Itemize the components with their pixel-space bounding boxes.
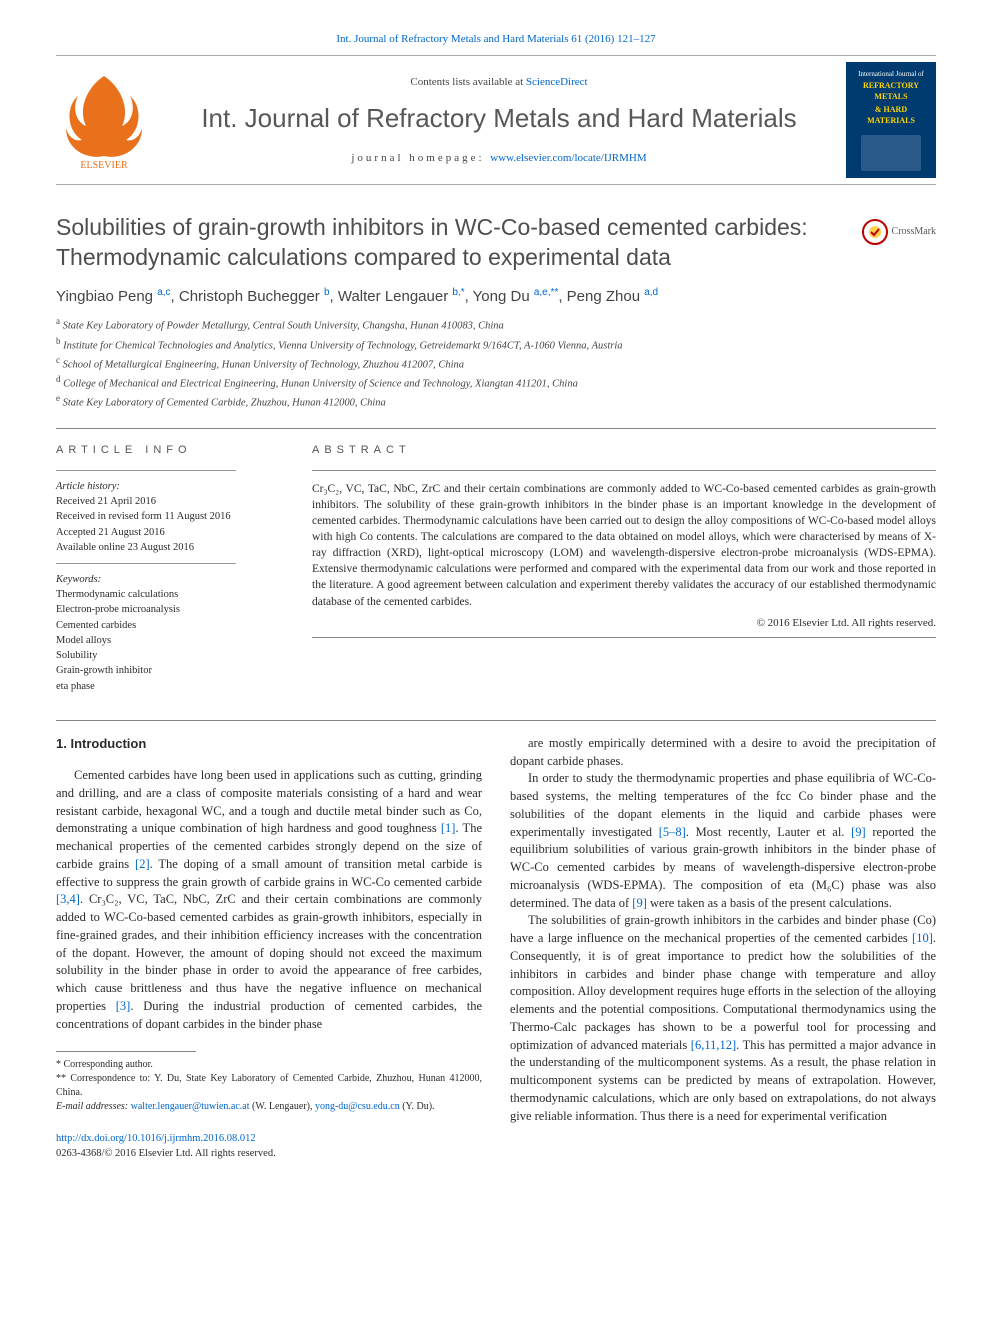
article-history-lines: Received 21 April 2016 Received in revise… <box>56 496 231 553</box>
info-rule <box>56 563 236 564</box>
email-attribution: (Y. Du). <box>402 1101 434 1112</box>
journal-cover-thumbnail: International Journal of REFRACTORY META… <box>846 62 936 178</box>
affiliation-line: c School of Metallurgical Engineering, H… <box>56 354 936 373</box>
header-center: Contents lists available at ScienceDirec… <box>152 75 846 166</box>
footnote-corresponding-2: ** Correspondence to: Y. Du, State Key L… <box>56 1072 482 1100</box>
affiliation-line: e State Key Laboratory of Cemented Carbi… <box>56 392 936 411</box>
email-link[interactable]: walter.lengauer@tuwien.ac.at <box>131 1101 250 1112</box>
cover-line-1: International Journal of <box>858 70 924 80</box>
abstract-column: ABSTRACT Cr₃C₂, VC, TaC, NbC, ZrC and th… <box>312 443 936 694</box>
keyword-item: Electron-probe microanalysis <box>56 604 180 615</box>
citation-link[interactable]: [2] <box>135 857 150 871</box>
article-info-column: ARTICLE INFO Article history: Received 2… <box>56 443 276 694</box>
body-paragraph: In order to study the thermodynamic prop… <box>510 770 936 912</box>
running-header: Int. Journal of Refractory Metals and Ha… <box>56 32 936 47</box>
body-paragraph: Cemented carbides have long been used in… <box>56 767 482 1033</box>
keyword-item: Thermodynamic calculations <box>56 589 178 600</box>
affiliation-line: a State Key Laboratory of Powder Metallu… <box>56 315 936 334</box>
citation-link[interactable]: [10] <box>912 931 933 945</box>
homepage-label: journal homepage: <box>351 152 490 164</box>
history-line: Accepted 21 August 2016 <box>56 527 165 538</box>
cover-line-3: & HARD MATERIALS <box>852 104 930 126</box>
affiliation-line: d College of Mechanical and Electrical E… <box>56 373 936 392</box>
journal-name: Int. Journal of Refractory Metals and Ha… <box>168 100 830 136</box>
right-paragraphs: are mostly empirically determined with a… <box>510 735 936 1126</box>
keyword-item: Solubility <box>56 650 97 661</box>
affiliation-line: b Institute for Chemical Technologies an… <box>56 335 936 354</box>
abstract-text: Cr₃C₂, VC, TaC, NbC, ZrC and their certa… <box>312 481 936 610</box>
title-block: Solubilities of grain-growth inhibitors … <box>56 213 936 272</box>
body-paragraph: The solubilities of grain-growth inhibit… <box>510 912 936 1125</box>
article-history-label: Article history: <box>56 481 120 492</box>
history-line: Received 21 April 2016 <box>56 496 156 507</box>
history-line: Available online 23 August 2016 <box>56 542 194 553</box>
citation-link[interactable]: [9] <box>851 825 866 839</box>
keyword-item: Cemented carbides <box>56 620 136 631</box>
article-title: Solubilities of grain-growth inhibitors … <box>56 213 836 272</box>
horizontal-rule <box>56 720 936 721</box>
horizontal-rule <box>56 428 936 429</box>
footnote-rule <box>56 1051 196 1052</box>
history-line: Received in revised form 11 August 2016 <box>56 511 231 522</box>
emails-label: E-mail addresses: <box>56 1101 131 1112</box>
article-info-heading: ARTICLE INFO <box>56 443 276 458</box>
info-and-abstract-row: ARTICLE INFO Article history: Received 2… <box>56 443 936 694</box>
authors-line: Yingbiao Peng a,c, Christoph Buchegger b… <box>56 286 936 307</box>
left-paragraphs: Cemented carbides have long been used in… <box>56 767 482 1033</box>
cover-image-stub <box>861 135 921 171</box>
email-link[interactable]: yong-du@csu.edu.cn <box>315 1101 400 1112</box>
abstract-rule <box>312 470 936 471</box>
doi-link[interactable]: http://dx.doi.org/10.1016/j.ijrmhm.2016.… <box>56 1133 256 1144</box>
info-rule <box>56 470 236 471</box>
elsevier-tree-icon: ELSEVIER <box>56 68 152 172</box>
journal-homepage-line: journal homepage: www.elsevier.com/locat… <box>168 151 830 166</box>
journal-homepage-link[interactable]: www.elsevier.com/locate/IJRMHM <box>490 152 646 164</box>
abstract-heading: ABSTRACT <box>312 443 936 458</box>
keyword-item: eta phase <box>56 681 95 692</box>
footnote-corresponding-1: * Corresponding author. <box>56 1058 482 1072</box>
issn-copyright-line: 0263-4368/© 2016 Elsevier Ltd. All right… <box>56 1148 276 1159</box>
svg-text:ELSEVIER: ELSEVIER <box>80 160 128 171</box>
body-two-column: 1. Introduction Cemented carbides have l… <box>56 735 936 1163</box>
journal-header-bar: ELSEVIER Contents lists available at Sci… <box>56 55 936 185</box>
contents-available-line: Contents lists available at ScienceDirec… <box>168 75 830 90</box>
body-paragraph: are mostly empirically determined with a… <box>510 735 936 771</box>
crossmark-badge[interactable]: CrossMark <box>862 219 936 245</box>
email-attribution: (W. Lengauer) <box>252 1101 310 1112</box>
citation-link[interactable]: [3,4] <box>56 892 80 906</box>
sciencedirect-link[interactable]: ScienceDirect <box>526 76 588 88</box>
doi-block: http://dx.doi.org/10.1016/j.ijrmhm.2016.… <box>56 1132 482 1162</box>
running-header-link[interactable]: Int. Journal of Refractory Metals and Ha… <box>336 33 655 45</box>
crossmark-icon <box>862 219 888 245</box>
cover-line-2: REFRACTORY METALS <box>852 80 930 102</box>
citation-link[interactable]: [5–8] <box>659 825 686 839</box>
section-heading-intro: 1. Introduction <box>56 735 482 753</box>
keywords-label: Keywords: <box>56 574 101 585</box>
footnotes-block: * Corresponding author. ** Correspondenc… <box>56 1058 482 1114</box>
abstract-copyright: © 2016 Elsevier Ltd. All rights reserved… <box>312 616 936 631</box>
page-root: Int. Journal of Refractory Metals and Ha… <box>0 0 992 1202</box>
contents-prefix: Contents lists available at <box>410 76 525 88</box>
citation-link[interactable]: [1] <box>441 821 456 835</box>
body-right-column: are mostly empirically determined with a… <box>510 735 936 1163</box>
crossmark-label: CrossMark <box>892 225 936 239</box>
citation-link[interactable]: [3] <box>116 999 131 1013</box>
elsevier-logo: ELSEVIER <box>56 68 152 172</box>
affiliations-block: a State Key Laboratory of Powder Metallu… <box>56 315 936 411</box>
keyword-item: Model alloys <box>56 635 111 646</box>
abstract-bottom-rule <box>312 637 936 638</box>
keywords-list: Thermodynamic calculations Electron-probe… <box>56 589 180 691</box>
footnote-emails: E-mail addresses: walter.lengauer@tuwien… <box>56 1100 482 1114</box>
citation-link[interactable]: [9] <box>632 896 647 910</box>
citation-link[interactable]: [6,11,12] <box>691 1038 736 1052</box>
body-left-column: 1. Introduction Cemented carbides have l… <box>56 735 482 1163</box>
keyword-item: Grain-growth inhibitor <box>56 665 152 676</box>
